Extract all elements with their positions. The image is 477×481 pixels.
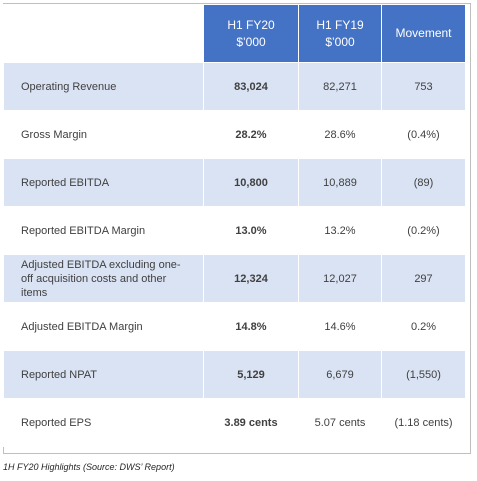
header-line: $’000 xyxy=(325,34,355,49)
cell-value: 5,129 xyxy=(203,350,299,399)
cell-value: 83,024 xyxy=(203,62,299,111)
cell-value: 12,027 xyxy=(298,254,382,303)
cell-value: 6,679 xyxy=(298,350,382,399)
table-row: Gross Margin 28.2% 28.6% (0.4%) xyxy=(3,110,466,159)
cell-value: 14.6% xyxy=(298,302,382,351)
cell-value: 10,889 xyxy=(298,158,382,207)
table-row: Adjusted EBITDA Margin 14.8% 14.6% 0.2% xyxy=(3,302,466,351)
column-header: H1 FY20 $’000 xyxy=(203,4,299,63)
column-header: H1 FY19 $’000 xyxy=(298,4,382,63)
cell-value: (1,550) xyxy=(381,350,466,399)
cell-value: 82,271 xyxy=(298,62,382,111)
blank-header xyxy=(3,4,204,63)
row-label: Reported EPS xyxy=(3,398,204,447)
header-line: H1 FY19 xyxy=(316,17,364,32)
cell-value: 14.8% xyxy=(203,302,299,351)
cell-value: 0.2% xyxy=(381,302,466,351)
table-row: Reported NPAT 5,129 6,679 (1,550) xyxy=(3,350,466,399)
row-label: Reported NPAT xyxy=(3,350,204,399)
table-row: Operating Revenue 83,024 82,271 753 xyxy=(3,62,466,111)
table-row: Reported EPS 3.89 cents 5.07 cents (1.18 ce… xyxy=(3,398,466,447)
cell-value: (0.4%) xyxy=(381,110,466,159)
table-row: Adjusted EBITDA excluding one-off acquis… xyxy=(3,254,466,303)
header-line: $’000 xyxy=(236,34,266,49)
header-row: H1 FY20 $’000 H1 FY19 $’000 Movement xyxy=(3,4,466,63)
cell-value: 13.2% xyxy=(298,206,382,255)
table-row: Reported EBITDA Margin 13.0% 13.2% (0.2%) xyxy=(3,206,466,255)
cell-value: 297 xyxy=(381,254,466,303)
row-label: Reported EBITDA Margin xyxy=(3,206,204,255)
cell-value: (1.18 cents) xyxy=(381,398,466,447)
cell-value: 12,324 xyxy=(203,254,299,303)
cell-value: 5.07 cents xyxy=(298,398,382,447)
column-header: Movement xyxy=(381,4,466,63)
row-label: Adjusted EBITDA excluding one-off acquis… xyxy=(3,254,204,303)
highlights-table: H1 FY20 $’000 H1 FY19 $’000 Movement Operati… xyxy=(3,4,466,447)
cell-value: 13.0% xyxy=(203,206,299,255)
row-label: Gross Margin xyxy=(3,110,204,159)
caption: 1H FY20 Highlights (Source: DWS’ Report) xyxy=(3,462,175,472)
cell-value: 10,800 xyxy=(203,158,299,207)
header-line: H1 FY20 xyxy=(227,17,275,32)
table-body: Operating Revenue 83,024 82,271 753 Gross Ma… xyxy=(3,62,466,447)
cell-value: 3.89 cents xyxy=(203,398,299,447)
cell-value: 28.6% xyxy=(298,110,382,159)
table-row: Reported EBITDA 10,800 10,889 (89) xyxy=(3,158,466,207)
row-label: Operating Revenue xyxy=(3,62,204,111)
header-line: Movement xyxy=(395,26,452,40)
cell-value: (0.2%) xyxy=(381,206,466,255)
cell-value: 753 xyxy=(381,62,466,111)
cell-value: (89) xyxy=(381,158,466,207)
row-label: Adjusted EBITDA Margin xyxy=(3,302,204,351)
row-label: Reported EBITDA xyxy=(3,158,204,207)
cell-value: 28.2% xyxy=(203,110,299,159)
